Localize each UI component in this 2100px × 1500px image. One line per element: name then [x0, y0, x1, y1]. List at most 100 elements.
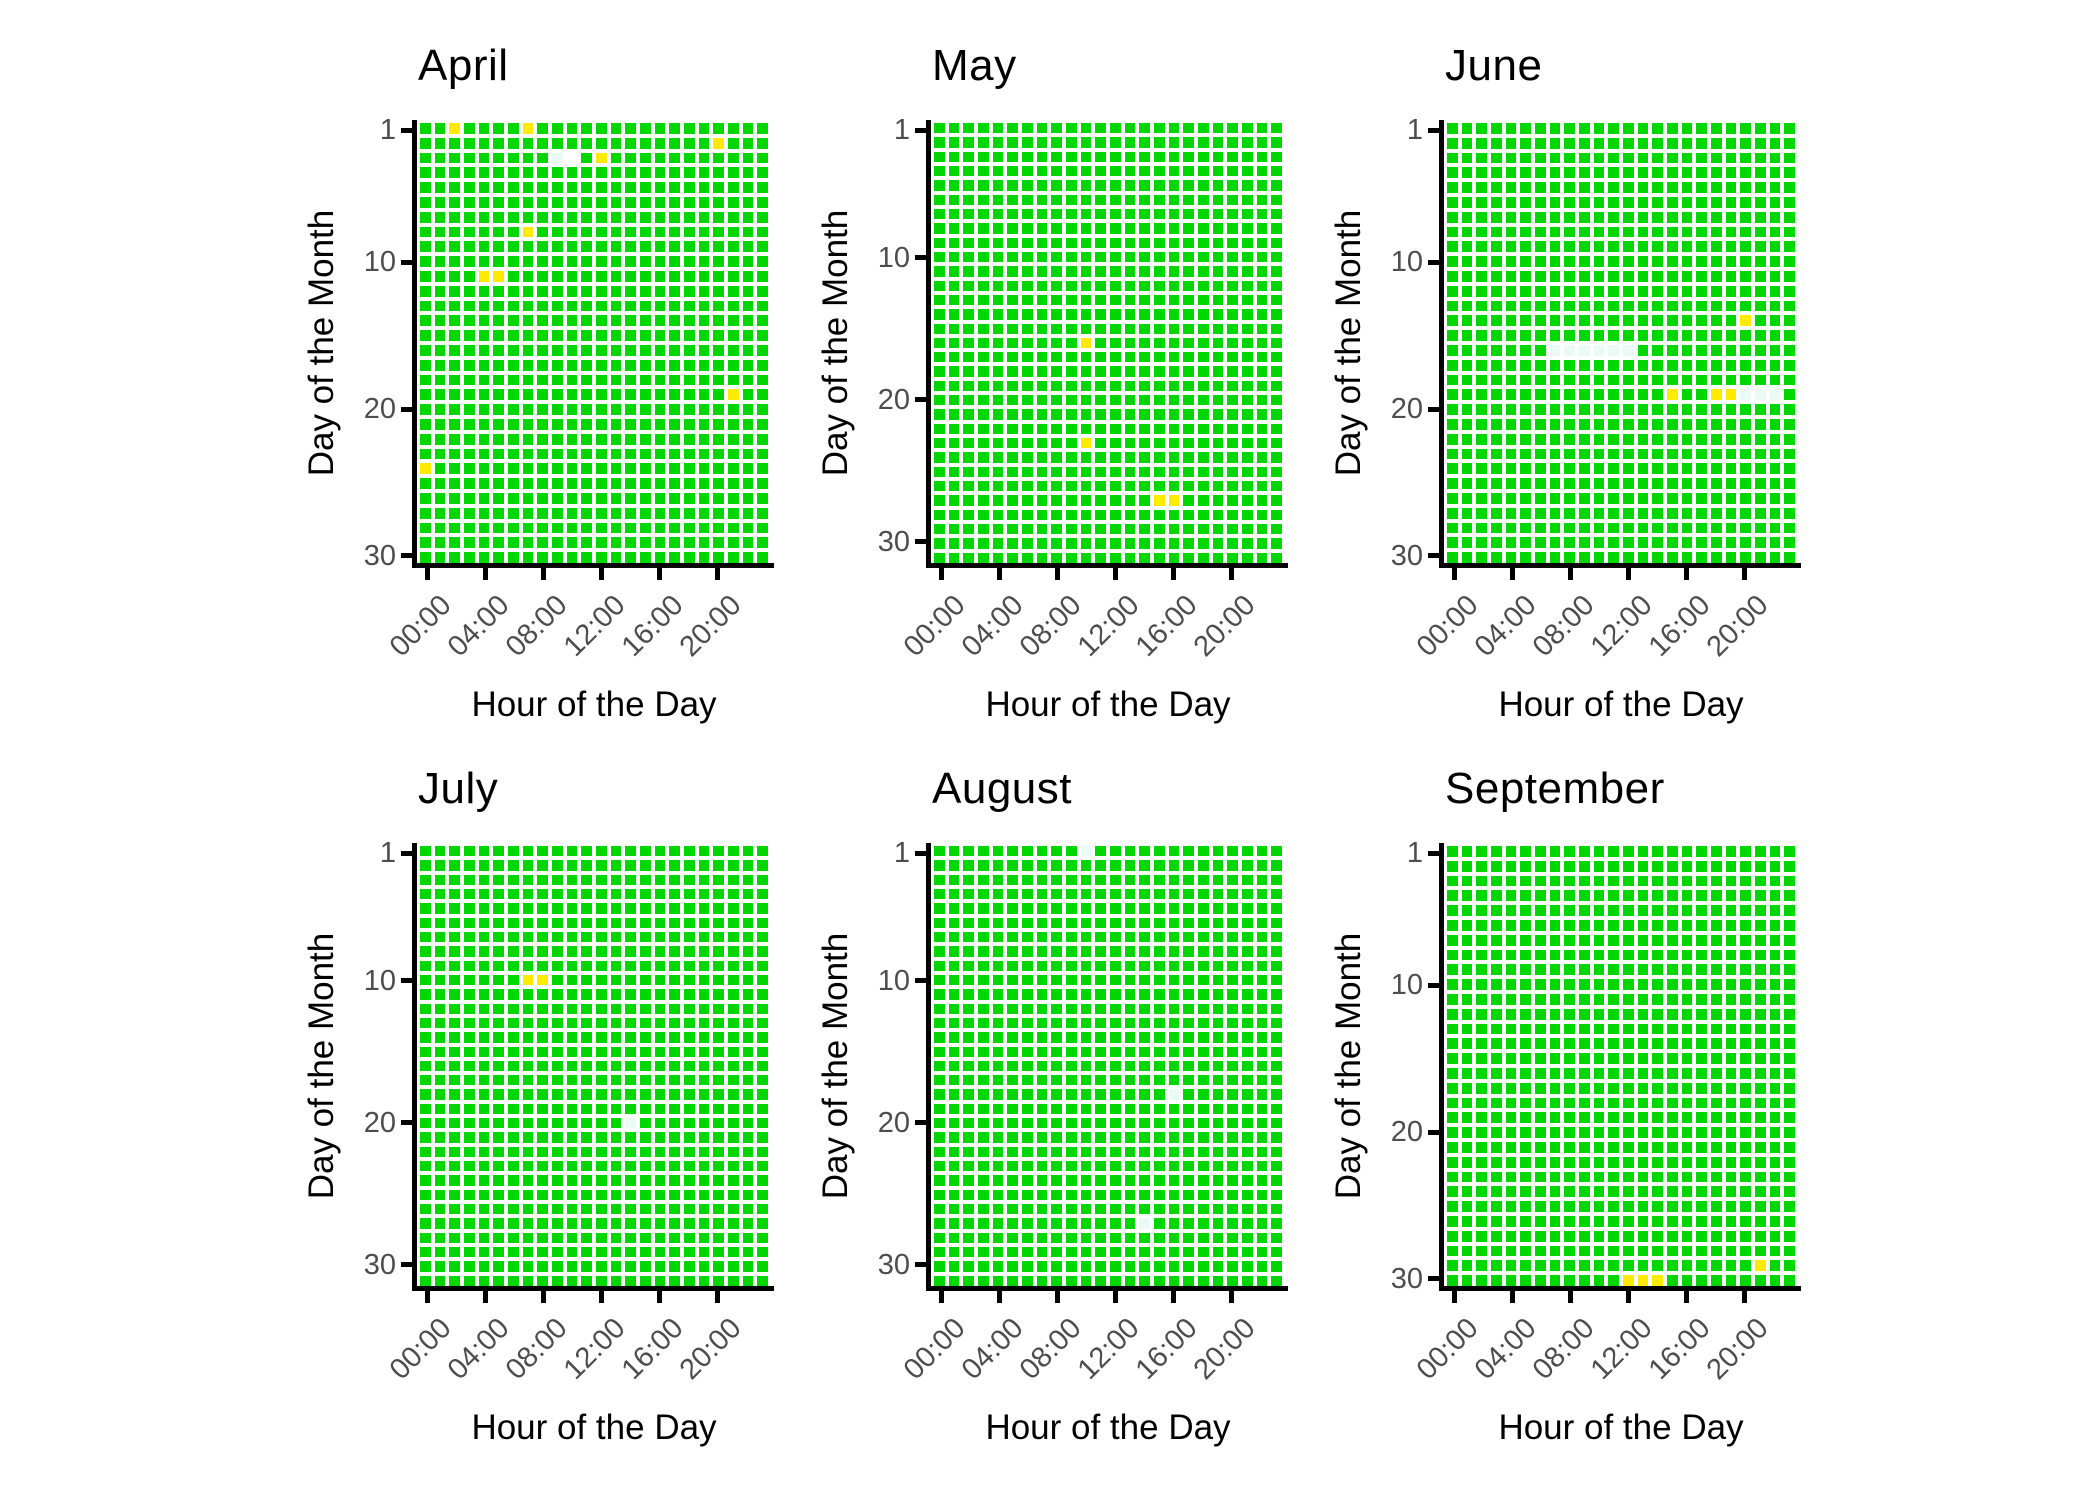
tile: [1725, 359, 1737, 371]
tile: [1652, 1038, 1663, 1050]
tile: [493, 846, 504, 857]
tile: [1110, 180, 1121, 191]
tile: [742, 507, 754, 519]
tile: [1080, 1075, 1092, 1086]
tile: [1637, 345, 1649, 356]
tile: [1725, 860, 1737, 872]
tile: [478, 1189, 490, 1201]
tile: [581, 1161, 592, 1172]
x-tick-mark: [1567, 1291, 1573, 1303]
tile: [596, 1232, 607, 1244]
tile: [757, 1103, 768, 1115]
tile: [1036, 524, 1048, 535]
tile: [1608, 1068, 1619, 1079]
tile: [654, 974, 666, 986]
tile: [978, 974, 989, 986]
tile: [1681, 537, 1693, 549]
tile: [1564, 271, 1575, 282]
tile: [1007, 903, 1018, 914]
tile: [1183, 1218, 1194, 1229]
tile: [1036, 946, 1048, 957]
tile: [757, 1232, 768, 1244]
tile: [1461, 1053, 1473, 1064]
tile: [1154, 223, 1165, 234]
tile: [1667, 285, 1678, 297]
tile: [610, 522, 622, 534]
tile: [669, 507, 680, 519]
tile: [654, 522, 666, 534]
tile: [1579, 905, 1590, 916]
tile: [1227, 1118, 1238, 1129]
tile: [1564, 1068, 1575, 1079]
tile: [1711, 934, 1722, 946]
tile: [1579, 1142, 1590, 1153]
tile: [1461, 507, 1473, 519]
tile: [640, 1075, 651, 1086]
tile: [478, 315, 490, 327]
tile: [1740, 1127, 1751, 1138]
tile: [1593, 315, 1605, 327]
tile: [1095, 151, 1106, 162]
tile: [449, 1189, 460, 1201]
tile: [1256, 1132, 1268, 1143]
tile: [1476, 552, 1487, 563]
tile: [948, 280, 960, 291]
tile: [669, 1089, 680, 1100]
tile: [1755, 537, 1766, 549]
tile: [698, 903, 710, 914]
tile: [978, 1189, 989, 1201]
tile: [1637, 507, 1649, 519]
tile: [992, 352, 1004, 363]
tile: [684, 1132, 695, 1143]
tile: [1271, 208, 1282, 220]
tile: [1593, 1038, 1605, 1050]
tile: [1447, 493, 1458, 504]
tile: [1711, 1068, 1722, 1079]
y-tick-mark: [401, 1262, 412, 1268]
tile: [1681, 1260, 1693, 1272]
tile: [1198, 509, 1209, 521]
tile: [1681, 920, 1693, 931]
tile: [610, 197, 622, 208]
tile: [449, 1003, 460, 1014]
tile: [1461, 167, 1473, 179]
tile: [1476, 359, 1487, 371]
tile: [493, 917, 504, 928]
tile: [1681, 890, 1693, 902]
tile: [566, 1017, 578, 1029]
tile: [552, 256, 563, 267]
tile: [948, 1232, 960, 1244]
tile: [1637, 1082, 1649, 1094]
tile: [1652, 1156, 1663, 1168]
tile: [640, 960, 651, 971]
tile: [1593, 875, 1605, 887]
tile: [1212, 323, 1224, 334]
tile: [1535, 1142, 1546, 1153]
tile: [1696, 934, 1707, 946]
tile: [948, 237, 960, 248]
tile: [1124, 352, 1136, 363]
tile: [1564, 463, 1575, 475]
tile: [948, 481, 960, 492]
tile: [1637, 905, 1649, 916]
tile: [1681, 875, 1693, 887]
tile: [1227, 1075, 1238, 1086]
tile: [698, 1189, 710, 1201]
tile: [742, 167, 754, 179]
tile: [1711, 374, 1722, 386]
tile: [1579, 1216, 1590, 1227]
tile: [978, 481, 989, 492]
tile: [1461, 1112, 1473, 1124]
tile: [1505, 1097, 1517, 1109]
tile: [1007, 337, 1018, 349]
tile: [493, 1103, 504, 1115]
tile: [713, 946, 724, 957]
tile: [552, 1017, 563, 1029]
tile: [1608, 875, 1619, 887]
tile: [1066, 266, 1077, 277]
tile: [1667, 256, 1678, 267]
tile: [1095, 438, 1106, 449]
tile: [493, 241, 504, 253]
tile: [537, 300, 548, 312]
tile: [1667, 167, 1678, 179]
